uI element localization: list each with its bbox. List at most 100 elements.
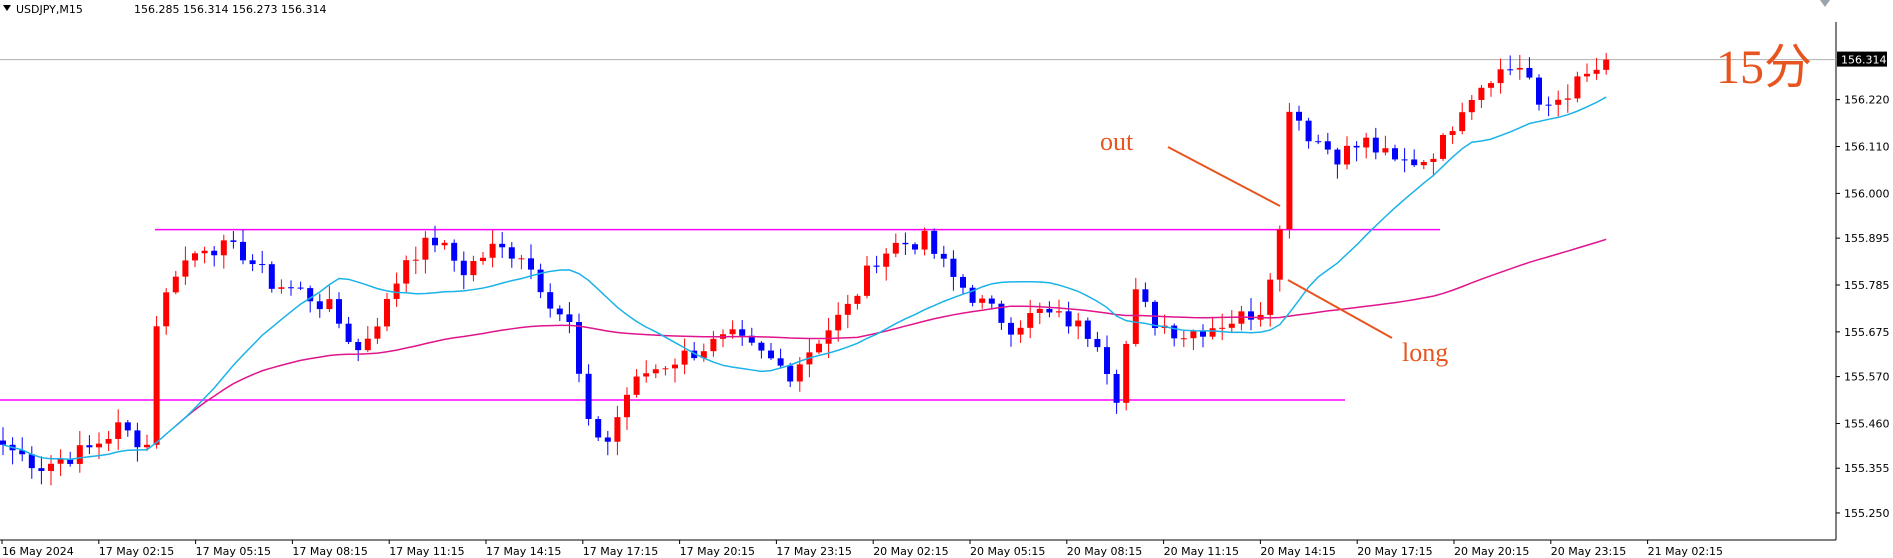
candle-bull (76, 445, 83, 464)
time-tick-label: 20 May 11:15 (1164, 545, 1239, 558)
ma-slow-line (175, 238, 1607, 427)
time-tick-label: 17 May 02:15 (99, 545, 174, 558)
candle-bear (316, 301, 323, 310)
candle-bear (249, 260, 256, 265)
candle-bear (288, 287, 294, 289)
candle-bear (1084, 320, 1091, 339)
candle-bear (931, 230, 938, 254)
candle-bull (921, 230, 928, 250)
candle-bull (489, 243, 496, 258)
candle-bull (1478, 87, 1485, 100)
candle-bear (0, 440, 6, 445)
symbol-label: USDJPY,M15 (16, 3, 83, 16)
candle-bear (748, 335, 755, 343)
candle-bear (345, 323, 352, 342)
candle-bull (1017, 327, 1024, 335)
candle-bull (835, 314, 842, 331)
candle-bear (1392, 148, 1398, 160)
symbol-dropdown-icon[interactable] (3, 5, 11, 11)
candle-bull (192, 253, 198, 261)
candle-bull (796, 364, 803, 382)
candles-layer (0, 52, 1610, 486)
candle-bull (1363, 137, 1370, 148)
candle-bull (1449, 131, 1456, 135)
candle-bear (259, 264, 266, 266)
candle-bear (134, 430, 141, 448)
timeframe-annotation: 15分 (1716, 41, 1812, 94)
price-tick-label: 156.110 (1844, 141, 1890, 154)
candle-bull (710, 338, 717, 352)
candle-bear (1372, 137, 1379, 153)
candle-bull (115, 422, 122, 439)
price-tick-label: 155.460 (1844, 417, 1890, 430)
candle-bear (969, 287, 976, 303)
candle-bull (672, 364, 678, 369)
time-tick-label: 16 May 2024 (2, 545, 74, 558)
candle-bull (422, 237, 429, 260)
candle-bull (614, 417, 621, 442)
candle-bull (1209, 328, 1216, 337)
candle-bull (1075, 320, 1082, 327)
candle-bull (96, 443, 102, 448)
candle-bull (1056, 311, 1062, 313)
candle-bear (1296, 111, 1302, 121)
candle-bull (1132, 289, 1139, 344)
candle-bull (1420, 162, 1427, 166)
candle-bull (220, 240, 227, 256)
candle-bull (1180, 338, 1187, 340)
candle-bear (768, 350, 774, 359)
candle-bear (1324, 141, 1331, 150)
candle-bear (787, 365, 794, 382)
candle-bull (1228, 323, 1235, 328)
candle-bear (1353, 145, 1360, 148)
price-tick-label: 156.220 (1844, 94, 1890, 107)
candle-bear (1248, 311, 1254, 320)
candle-bear (585, 373, 592, 420)
long-annotation: long (1402, 338, 1448, 367)
candle-bear (902, 242, 909, 245)
time-tick-label: 17 May 20:15 (680, 545, 755, 558)
candle-bear (307, 288, 314, 302)
candle-bear (1507, 69, 1514, 71)
candle-bull (412, 259, 419, 261)
candle-bear (998, 303, 1005, 323)
candle-bull (864, 265, 870, 296)
candle-bull (825, 330, 832, 344)
candle-bear (988, 298, 995, 304)
candle-bull (326, 299, 333, 310)
candle-bull (1123, 343, 1130, 403)
candle-bear (1334, 149, 1341, 165)
candle-bear (19, 450, 26, 455)
price-tick-label: 156.000 (1844, 187, 1890, 200)
candle-bull (384, 298, 390, 327)
candle-bear (691, 350, 698, 359)
candle-bear (556, 308, 563, 315)
candle-bear (1065, 311, 1072, 327)
candle-bear (1526, 67, 1533, 78)
candle-bear (940, 253, 947, 259)
time-tick-label: 20 May 02:15 (873, 545, 948, 558)
candle-bull (1459, 112, 1466, 132)
scroll-marker-icon[interactable] (1820, 0, 1830, 7)
candle-bear (460, 260, 467, 276)
candle-bear (1545, 104, 1552, 106)
candle-bear (451, 242, 458, 261)
candle-bear (1315, 141, 1322, 143)
levels-layer (0, 228, 1440, 401)
candle-bull (1468, 99, 1475, 113)
ohlc-readout: 156.285 156.314 156.273 156.314 (134, 3, 326, 16)
candle-bull (1190, 331, 1197, 339)
candle-bull (1036, 308, 1043, 313)
candle-bull (1267, 279, 1274, 315)
candle-bear (432, 237, 438, 246)
candle-bear (355, 341, 362, 351)
candle-bear (739, 329, 746, 336)
time-tick-label: 17 May 23:15 (776, 545, 851, 558)
candle-bear (268, 264, 275, 289)
price-tick-label: 155.570 (1844, 371, 1890, 384)
time-tick-label: 20 May 05:15 (970, 545, 1045, 558)
candle-bull (1584, 73, 1590, 77)
candle-bear (1094, 338, 1101, 348)
candle-bull (1027, 312, 1034, 328)
